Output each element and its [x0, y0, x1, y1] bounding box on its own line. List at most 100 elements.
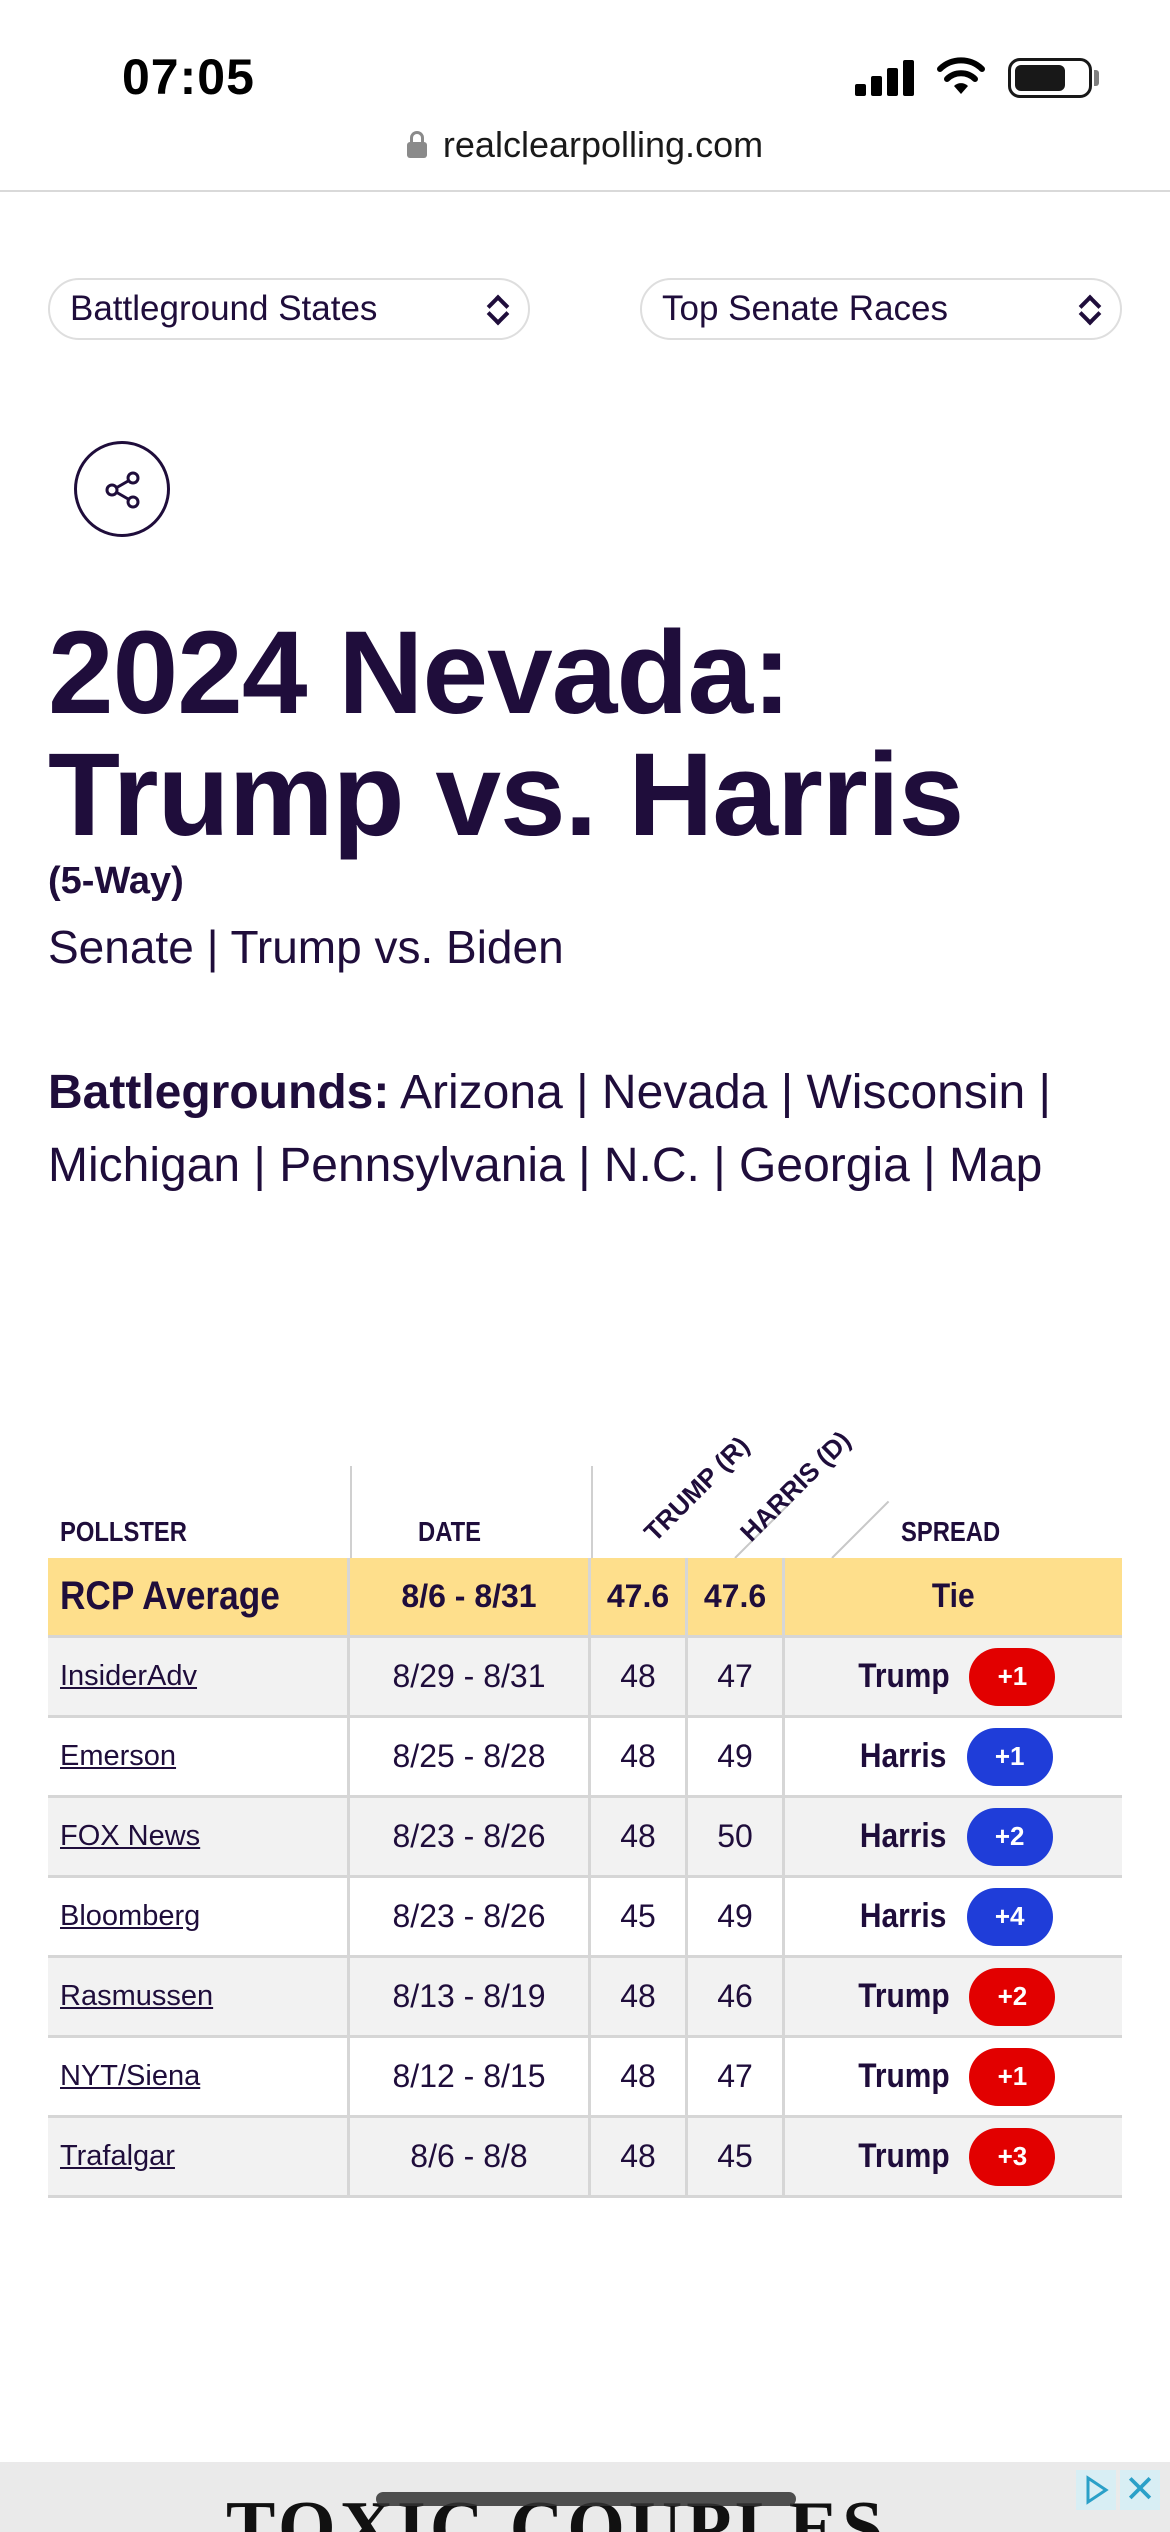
battleground-link-arizona[interactable]: Arizona	[400, 1066, 563, 1119]
header-divider	[591, 1466, 593, 1558]
clock: 07:05	[122, 49, 255, 105]
cell-date: 8/13 - 8/19	[350, 1958, 591, 2035]
spread-leader: Trump	[857, 1977, 950, 2015]
trump-vs-biden-link[interactable]: Trump vs. Biden	[230, 921, 564, 973]
cell-harris: 50	[688, 1798, 785, 1875]
header-spread: SPREAD	[901, 1516, 1001, 1547]
cell-spread: Tie	[932, 1577, 975, 1615]
lock-icon	[406, 131, 427, 159]
battleground-link-michigan[interactable]: Michigan	[48, 1139, 241, 1192]
pollster-link[interactable]: Trafalgar	[60, 2140, 175, 2172]
cell-harris: 49	[688, 1718, 785, 1795]
table-row: FOX News 8/23 - 8/26 48 50 Harris +2	[48, 1798, 1122, 1878]
cell-harris: 47.6	[688, 1558, 785, 1635]
battlegrounds-label: Battlegrounds:	[48, 1066, 390, 1119]
header-harris: HARRIS (D)	[734, 1424, 857, 1548]
battleground-link-nevada[interactable]: Nevada	[601, 1066, 768, 1119]
battleground-link-wisconsin[interactable]: Wisconsin	[806, 1066, 1026, 1119]
cell-pollster: Rasmussen	[48, 1958, 350, 2035]
ad-choices-icon[interactable]	[1076, 2470, 1116, 2510]
share-button[interactable]	[74, 441, 170, 537]
pollster-link[interactable]: Emerson	[60, 1740, 177, 1772]
battleground-link-pennsylvania[interactable]: Pennsylvania	[279, 1139, 565, 1192]
cell-date: 8/25 - 8/28	[350, 1718, 591, 1795]
cell-pollster: RCP Average	[48, 1558, 350, 1635]
battleground-link-nc[interactable]: N.C.	[603, 1139, 700, 1192]
cell-date: 8/23 - 8/26	[350, 1878, 591, 1955]
cellular-signal-icon	[855, 58, 915, 96]
link-separator: |	[193, 921, 231, 973]
pollster-link[interactable]: Bloomberg	[60, 1900, 201, 1932]
url-text: realclearpolling.com	[442, 124, 764, 165]
cell-spread: Harris +2	[785, 1798, 1122, 1875]
cell-pollster: Bloomberg	[48, 1878, 350, 1955]
table-row: InsiderAdv 8/29 - 8/31 48 47 Trump +1	[48, 1638, 1122, 1718]
top-senate-races-select[interactable]: Top Senate Races	[640, 278, 1122, 340]
pollster-link[interactable]: FOX News	[60, 1820, 201, 1852]
pollster-link[interactable]: InsiderAdv	[60, 1660, 198, 1692]
ad-close-icon[interactable]: ✕	[1120, 2470, 1160, 2510]
pollster-link[interactable]: NYT/Siena	[60, 2060, 201, 2092]
cell-spread: Trump +2	[785, 1958, 1122, 2035]
header-divider	[350, 1466, 352, 1558]
cell-date: 8/29 - 8/31	[350, 1638, 591, 1715]
spread-margin-badge: +3	[969, 2127, 1056, 2186]
cell-spread: Trump +3	[785, 2118, 1122, 2195]
wifi-icon	[937, 57, 985, 94]
cell-pollster: Trafalgar	[48, 2118, 350, 2195]
cell-harris: 49	[688, 1878, 785, 1955]
battleground-states-select[interactable]: Battleground States	[48, 278, 530, 340]
select-value: Battleground States	[70, 289, 378, 328]
header-divider	[831, 1500, 890, 1559]
table-row: Rasmussen 8/13 - 8/19 48 46 Trump +2	[48, 1958, 1122, 2038]
spread-margin-badge: +1	[969, 2047, 1056, 2106]
cell-harris: 46	[688, 1958, 785, 2035]
cell-date: 8/23 - 8/26	[350, 1798, 591, 1875]
chevron-updown-icon	[1076, 294, 1102, 326]
battleground-link-map[interactable]: Map	[948, 1139, 1043, 1192]
table-row: Emerson 8/25 - 8/28 48 49 Harris +1	[48, 1718, 1122, 1798]
cell-spread: Harris +4	[785, 1878, 1122, 1955]
cell-trump: 48	[591, 1798, 688, 1875]
select-value: Top Senate Races	[662, 289, 949, 328]
cell-harris: 45	[688, 2118, 785, 2195]
cell-pollster: NYT/Siena	[48, 2038, 350, 2115]
table-header: POLLSTER DATE TRUMP (R) HARRIS (D) SPREA…	[48, 1420, 1122, 1559]
page-subtitle: (5-Way)	[48, 860, 184, 902]
cell-trump: 48	[591, 1718, 688, 1795]
spread-leader: Trump	[857, 1657, 950, 1695]
cell-spread: Harris +1	[785, 1718, 1122, 1795]
spread-margin-badge: +4	[966, 1887, 1053, 1946]
battleground-link-georgia[interactable]: Georgia	[739, 1139, 910, 1192]
cell-date: 8/6 - 8/8	[350, 2118, 591, 2195]
cell-date: 8/12 - 8/15	[350, 2038, 591, 2115]
spread-margin-badge: +2	[966, 1807, 1053, 1866]
cell-spread: Trump +1	[785, 1638, 1122, 1715]
spread-margin-badge: +1	[969, 1647, 1056, 1706]
cell-spread: Trump +1	[785, 2038, 1122, 2115]
pollster-link[interactable]: Rasmussen	[60, 1980, 214, 2012]
cell-pollster: FOX News	[48, 1798, 350, 1875]
battlegrounds-nav: Battlegrounds: Arizona | Nevada | Wiscon…	[48, 1066, 1052, 1192]
home-indicator	[376, 2492, 796, 2506]
battery-icon	[1008, 58, 1092, 98]
spread-leader: Harris	[860, 1817, 947, 1855]
table-row: Bloomberg 8/23 - 8/26 45 49 Harris +4	[48, 1878, 1122, 1958]
cell-pollster: Emerson	[48, 1718, 350, 1795]
senate-link[interactable]: Senate	[48, 921, 194, 973]
spread-leader: Trump	[857, 2057, 950, 2095]
spread-margin-badge: +2	[969, 1967, 1056, 2026]
table-row: Trafalgar 8/6 - 8/8 48 45 Trump +3	[48, 2118, 1122, 2198]
rcp-average-row: RCP Average 8/6 - 8/31 47.6 47.6 Tie	[48, 1558, 1122, 1638]
spread-leader: Harris	[860, 1737, 947, 1775]
status-bar: 07:05	[0, 0, 1170, 120]
browser-address-bar[interactable]: realclearpolling.com	[0, 120, 1170, 192]
header-date: DATE	[418, 1516, 482, 1547]
cell-date: 8/6 - 8/31	[350, 1558, 591, 1635]
cell-trump: 48	[591, 2118, 688, 2195]
page-title: 2024 Nevada: Trump vs. Harris	[48, 607, 964, 861]
cell-trump: 45	[591, 1878, 688, 1955]
header-pollster: POLLSTER	[60, 1516, 187, 1547]
spread-leader: Harris	[860, 1897, 947, 1935]
polls-table: POLLSTER DATE TRUMP (R) HARRIS (D) SPREA…	[48, 1420, 1122, 2198]
